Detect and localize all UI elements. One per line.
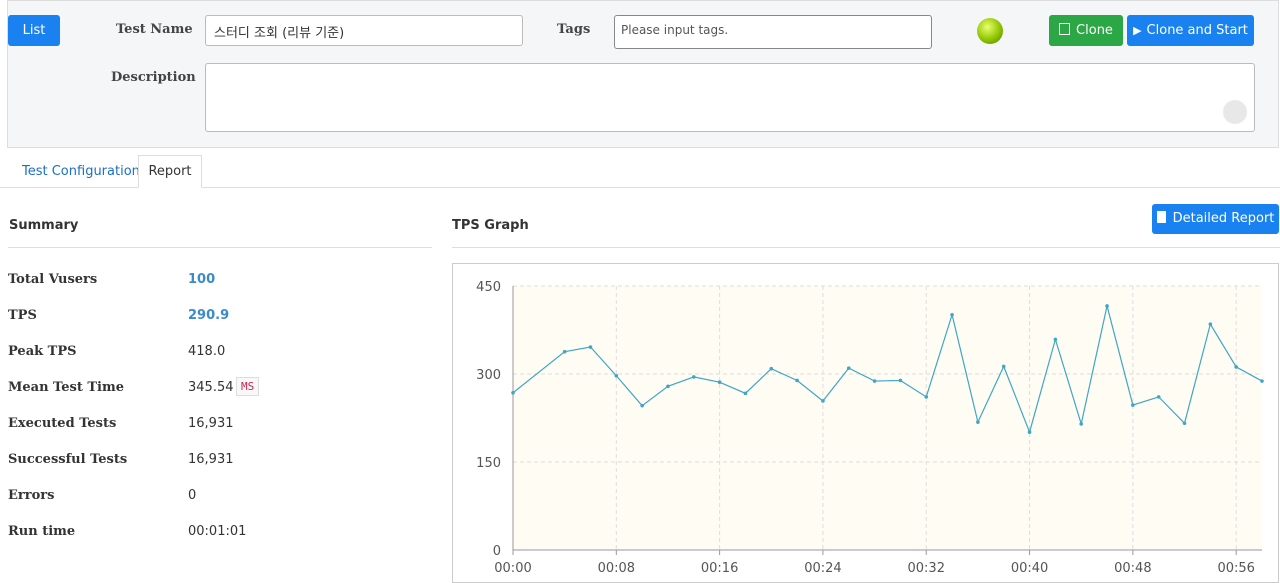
point [743,391,748,396]
clone-start-button[interactable]: ▶ Clone and Start [1127,15,1254,46]
button-text: Detailed Report [1172,211,1275,226]
point [588,345,593,349]
label: Tags [557,22,591,37]
list-button[interactable]: List [8,15,60,46]
point [898,378,903,383]
point [511,390,515,395]
row-label: Successful Tests [8,452,128,467]
point [1260,379,1264,383]
point [1131,403,1135,407]
row-value: 100 [188,272,216,287]
description-input[interactable] [205,63,1255,132]
row-value: 0 [188,488,197,503]
point [1208,322,1213,326]
row-label: Peak TPS [8,344,77,359]
divider [452,247,1280,248]
x-tick-label: 00:32 [908,561,945,576]
point [1234,365,1238,369]
row-value: 290.9 [188,308,230,323]
section-title: TPS Graph [452,218,529,233]
y-tick-label: 0 [493,544,501,559]
point [976,420,980,424]
y-tick-label: 300 [476,368,501,383]
y-tick-label: 150 [476,456,501,471]
point [1105,304,1109,308]
point [562,349,567,354]
point [614,373,619,378]
point [821,399,825,403]
point [1001,364,1006,369]
point [1079,422,1084,426]
point [795,378,799,383]
clone-button[interactable]: Clone [1049,15,1123,46]
button-text: Clone and Start [1146,23,1248,38]
point [666,384,670,389]
test-name-input[interactable]: 스터디 조회 (리뷰 기준) [205,15,523,46]
point [640,403,644,408]
row-label: Mean Test Time [8,380,125,395]
point [717,380,722,385]
unit-badge: MS [236,377,260,396]
point [846,366,851,370]
section-title: Summary [9,218,79,233]
row-value: 00:01:01 [188,524,247,539]
icon [1223,100,1247,124]
row-label: Executed Tests [8,416,117,431]
point [1182,421,1187,426]
plot-area [513,286,1262,550]
label: Test Name [116,22,193,37]
tags-input[interactable]: Please input tags. [614,15,932,49]
point [691,375,696,379]
divider [8,247,432,248]
point [924,395,929,399]
x-tick-label: 00:16 [701,561,738,576]
label: Description [111,70,196,85]
point [769,366,774,371]
row-value: 16,931 [188,416,234,431]
detailed-report-button[interactable]: Detailed Report [1152,204,1279,234]
status-icon [977,18,1003,44]
x-tick-label: 00:00 [494,561,531,576]
point [1156,395,1161,399]
x-tick-label: 00:56 [1217,561,1254,576]
x-tick-label: 00:24 [804,561,841,576]
tps-chart: 0 150 300 450 00:00 00:08 00:16 00:24 00:32 00:40… [452,263,1279,583]
row-value: 16,931 [188,452,234,467]
tab-line [0,187,1280,188]
row-label: Errors [8,488,55,503]
point [1027,430,1032,434]
row-label: Total Vusers [8,272,98,287]
row-value: 345.54 [188,380,234,395]
x-tick-label: 00:40 [1011,561,1048,576]
row-label: Run time [8,524,76,539]
row-label: TPS [8,308,37,323]
x-tick-label: 00:48 [1114,561,1151,576]
y-tick-label: 450 [476,280,501,295]
point [950,312,954,317]
x-tick-label: 00:08 [598,561,635,576]
point [872,379,877,383]
tab[interactable]: Test Configuration [22,164,140,179]
point [1053,337,1058,342]
tab-active[interactable]: Report [138,155,202,188]
row-value: 418.0 [188,344,226,359]
button-text: Clone [1076,23,1113,38]
